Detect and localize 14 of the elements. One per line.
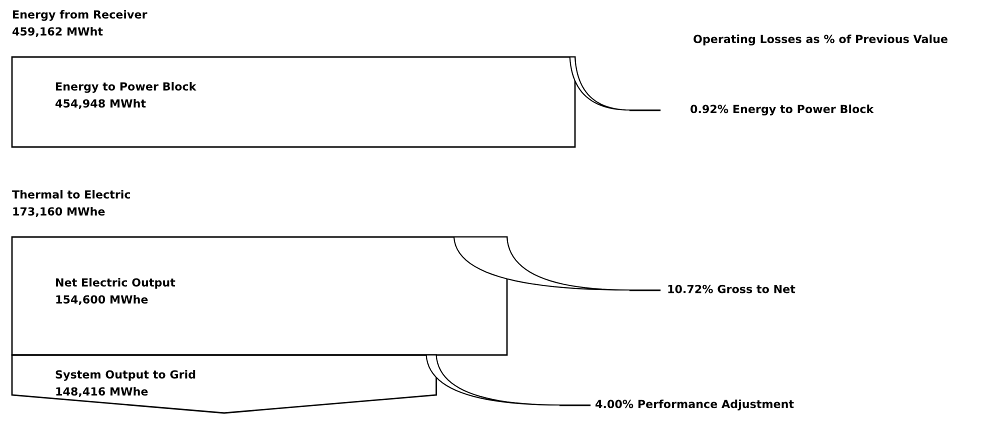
data-label: 154,600 MWhe	[56, 295, 148, 306]
data-label: 148,416 MWhe	[56, 387, 148, 398]
category-label: Energy to Power Block	[56, 82, 196, 93]
category-label: Energy from Receiver	[13, 10, 148, 21]
text: 0.92% Energy to Power Block	[690, 104, 874, 116]
text: 10.72% Gross to Net	[668, 284, 796, 294]
text: 4.00% Performance Adjustment	[596, 400, 794, 410]
text: Operating Losses as % of Previous Value	[694, 34, 948, 46]
data-label: 459,162 MWht	[12, 27, 103, 38]
category-label: Thermal to Electric	[12, 190, 130, 199]
data-label: 173,160 MWhe	[13, 207, 105, 218]
data-label: 454,948 MWht	[56, 99, 146, 110]
category-label: System Output to Grid	[56, 370, 196, 381]
category-label: Net Electric Output	[56, 278, 176, 289]
